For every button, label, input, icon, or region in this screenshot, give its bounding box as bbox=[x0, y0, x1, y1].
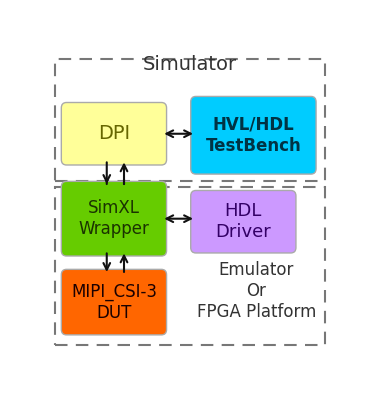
FancyBboxPatch shape bbox=[61, 181, 167, 256]
Text: SimXL
Wrapper: SimXL Wrapper bbox=[79, 199, 150, 238]
Text: Emulator
Or
FPGA Platform: Emulator Or FPGA Platform bbox=[197, 261, 316, 321]
FancyBboxPatch shape bbox=[61, 102, 167, 165]
FancyBboxPatch shape bbox=[61, 269, 167, 335]
Text: DPI: DPI bbox=[98, 124, 130, 143]
Text: HVL/HDL
TestBench: HVL/HDL TestBench bbox=[206, 116, 301, 155]
Text: Simulator: Simulator bbox=[143, 55, 237, 74]
Text: MIPI_CSI-3
DUT: MIPI_CSI-3 DUT bbox=[71, 283, 157, 322]
FancyBboxPatch shape bbox=[191, 97, 316, 174]
Text: HDL
Driver: HDL Driver bbox=[216, 203, 271, 241]
FancyBboxPatch shape bbox=[191, 190, 296, 253]
